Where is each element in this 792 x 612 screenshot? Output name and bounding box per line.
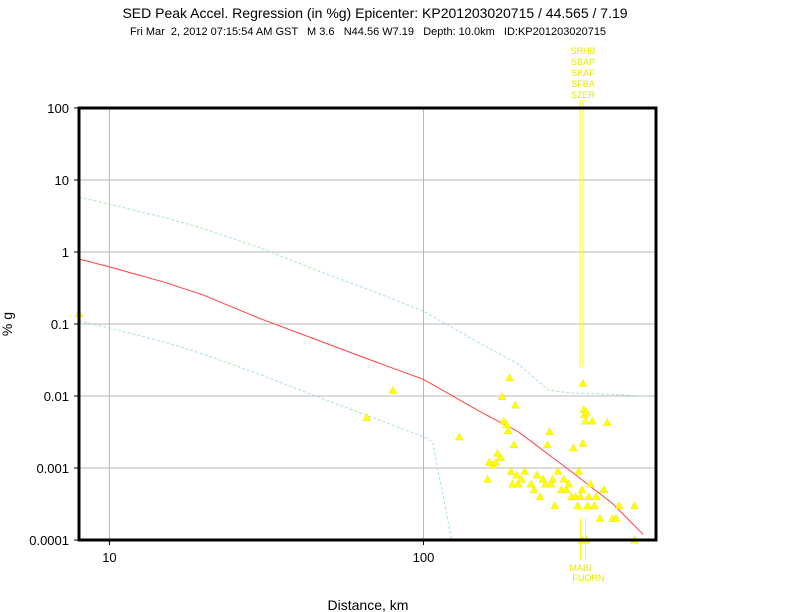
station-point <box>502 420 511 429</box>
regression-line <box>78 258 644 535</box>
station-points <box>74 309 639 544</box>
station-point <box>503 426 513 435</box>
station-point <box>538 474 548 483</box>
station-point <box>520 466 529 475</box>
station-label-top: SRHB <box>570 46 595 56</box>
station-point <box>541 479 550 488</box>
station-point <box>513 479 523 488</box>
station-point <box>630 501 639 509</box>
station-label-top: SZER <box>571 90 596 100</box>
lower-bound-line <box>78 320 453 541</box>
station-point <box>535 492 545 501</box>
station-point <box>595 514 605 522</box>
station-point <box>362 413 372 422</box>
chart-subtitle: Fri Mar 2, 2012 07:15:54 AM GST M 3.6 N4… <box>130 26 606 38</box>
station-label-bottom: FUORN <box>572 573 604 583</box>
station-point <box>512 470 521 479</box>
station-point <box>506 466 516 475</box>
station-point <box>455 432 464 441</box>
y-tick-label: 0.001 <box>36 461 69 476</box>
y-tick-label: 0.01 <box>44 389 69 404</box>
regression-curve <box>78 258 644 535</box>
station-point <box>548 474 558 483</box>
station-point <box>505 373 514 381</box>
station-point <box>573 501 583 509</box>
station-point <box>588 416 597 425</box>
station-point <box>611 514 621 522</box>
station-point <box>511 400 520 409</box>
station-point <box>576 492 585 501</box>
station-point <box>574 466 583 475</box>
station-label-top: SBAP <box>571 57 595 67</box>
station-label-top: SKAF <box>571 68 595 78</box>
station-point <box>497 392 507 400</box>
station-point <box>491 457 501 466</box>
station-point <box>578 439 588 447</box>
y-tick-label: 1 <box>62 245 69 260</box>
station-label-top: SFBA <box>571 79 595 89</box>
station-point <box>550 501 560 509</box>
station-point <box>509 440 519 449</box>
station-point <box>586 479 595 488</box>
station-point <box>582 407 591 416</box>
station-point <box>526 479 536 488</box>
prediction-bounds <box>78 196 657 541</box>
station-point <box>517 474 526 483</box>
x-tick-label: 100 <box>413 550 435 565</box>
upper-bound-line <box>78 196 657 398</box>
station-point <box>559 474 569 483</box>
grid <box>79 107 656 541</box>
station-point <box>592 492 601 501</box>
y-axis-label: % g <box>0 312 15 336</box>
y-tick-label: 10 <box>55 173 69 188</box>
station-point <box>562 485 571 494</box>
station-point <box>583 501 592 509</box>
station-point <box>493 448 502 457</box>
station-point <box>553 466 563 475</box>
y-tick-label: 0.1 <box>51 317 69 332</box>
station-point <box>543 440 552 449</box>
station-point <box>584 492 594 501</box>
station-label-bottom: MABI <box>569 563 591 573</box>
station-point <box>603 418 612 426</box>
station-point <box>564 479 573 488</box>
y-tick-label: 100 <box>47 101 69 116</box>
station-point <box>532 470 542 479</box>
x-tick-label: 10 <box>102 550 116 565</box>
station-point <box>578 379 588 387</box>
station-point <box>569 443 578 452</box>
station-point <box>577 485 587 494</box>
station-point <box>546 479 556 488</box>
station-point <box>545 427 554 435</box>
x-axis-ticks: 10 100 <box>102 540 434 565</box>
x-axis-label: Distance, km <box>328 597 409 612</box>
y-axis-ticks: 100 10 1 0.1 0.01 0.001 0.0001 <box>29 101 79 548</box>
station-point <box>590 501 599 509</box>
station-point <box>581 416 590 425</box>
station-point <box>614 501 624 509</box>
station-point <box>388 385 398 394</box>
station-point <box>599 485 609 494</box>
station-point <box>529 485 539 494</box>
chart-title: SED Peak Accel. Regression (in %g) Epice… <box>122 5 627 21</box>
station-point <box>496 453 505 461</box>
station-point <box>483 474 492 483</box>
y-tick-label: 0.0001 <box>29 533 69 548</box>
station-point <box>508 479 517 488</box>
